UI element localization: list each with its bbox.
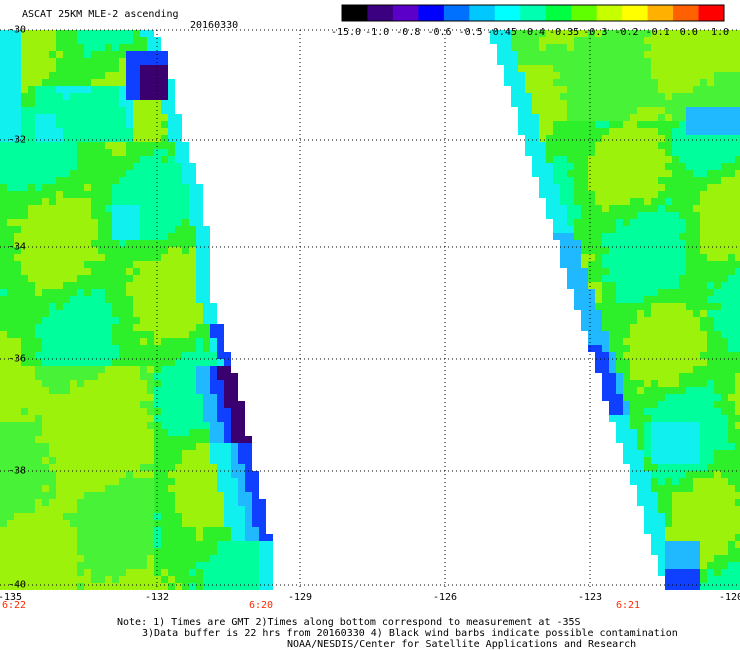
colorbar-tick-label: -0.6	[427, 27, 452, 38]
time-label-right: 6:21	[616, 600, 641, 611]
colorbar-tick-label: 0.0	[679, 27, 698, 38]
lat-lon-grid	[0, 29, 740, 588]
colorbar-tick-label: -0.8	[396, 27, 421, 38]
time-label-mid: 6:20	[249, 600, 274, 611]
lat-label-40: -40	[8, 579, 27, 591]
colorbar-swatch	[571, 5, 598, 21]
colorbar-swatch	[418, 5, 445, 21]
lon-label-129: -129	[287, 592, 313, 603]
colorbar-swatch	[520, 5, 547, 21]
lat-label-34: -34	[8, 241, 27, 253]
colorbar-swatch	[698, 5, 725, 21]
lat-label-32: -32	[8, 134, 27, 146]
colorbar-tick-label: -15.0	[330, 27, 362, 38]
lon-label-132: -132	[144, 592, 170, 603]
colorbar-swatch	[367, 5, 394, 21]
colorbar-swatch	[545, 5, 572, 21]
colorbar-swatch	[469, 5, 496, 21]
colorbar-frame	[341, 4, 725, 22]
colorbar-swatch	[443, 5, 470, 21]
colorbar-swatch	[673, 5, 700, 21]
time-label-left: 6:22	[2, 600, 27, 611]
product-title: ASCAT 25KM MLE-2 ascending	[22, 9, 179, 20]
lat-label-30: -30	[8, 24, 27, 36]
lon-label-123: -123	[577, 592, 603, 603]
lat-label-38: -38	[8, 465, 27, 477]
colorbar-tick-label: -0.4	[520, 27, 546, 38]
colorbar-tick-label: -0.3	[583, 27, 608, 38]
product-date: 20160330	[190, 20, 239, 31]
colorbar-swatch	[647, 5, 674, 21]
colorbar-tick-label: 1.0	[710, 27, 730, 38]
colorbar-tick-label: -0.1	[645, 27, 670, 38]
swath-data-layer	[0, 30, 740, 590]
colorbar-tick-label: -0.5	[458, 27, 483, 38]
colorbar-swatch	[494, 5, 521, 21]
colorbar-tick-label: -0.35	[549, 27, 580, 38]
colorbar-swatch	[392, 5, 419, 21]
colorbar-swatch	[622, 5, 649, 21]
colorbar-tick-label: -0.2	[614, 27, 639, 38]
colorbar-swatch	[342, 5, 368, 21]
lat-label-36: -36	[8, 353, 27, 365]
colorbar-swatch	[596, 5, 623, 21]
colorbar-tick-label: -0.45	[486, 27, 517, 38]
lon-label-126: -126	[432, 592, 458, 603]
colorbar-tick-label: -1.0	[365, 27, 390, 38]
note-line-3: NOAA/NESDIS/Center for Satellite Applica…	[287, 639, 637, 650]
note-line-1: Note: 1) Times are GMT 2)Times along bot…	[117, 617, 581, 628]
lon-label-120: -120	[718, 592, 740, 603]
lon-label-135: -135	[0, 592, 23, 603]
note-line-2: 3)Data buffer is 22 hrs from 20160330 4)…	[142, 628, 678, 639]
colorbar	[341, 4, 725, 22]
